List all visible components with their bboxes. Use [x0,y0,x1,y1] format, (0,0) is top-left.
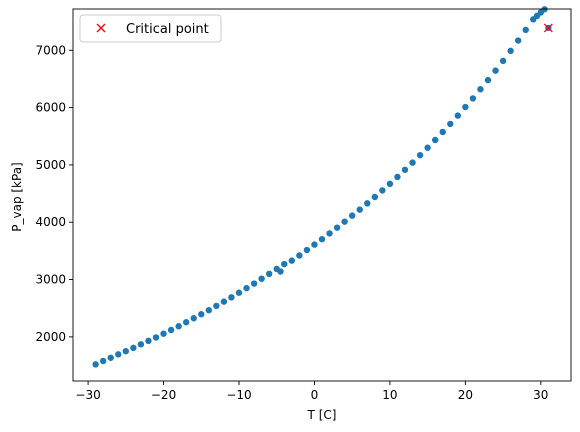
data-point [243,284,250,292]
data-point [514,37,522,44]
data-point [281,260,288,268]
data-point [311,241,318,248]
data-point [431,136,439,144]
data-point [107,354,114,361]
data-point [439,128,446,136]
data-point [469,95,477,102]
legend-box [79,14,222,43]
y-tick-label: 2000 [35,330,66,344]
data-point [492,67,499,74]
data-point [394,173,401,181]
data-point [122,347,130,355]
data-point [130,344,137,352]
data-point [454,112,462,119]
data-point [250,280,258,287]
data-point [303,246,311,254]
data-point [462,103,469,111]
data-point [484,76,492,84]
data-point [333,224,341,231]
data-point [277,268,284,275]
y-tick-label: 4000 [35,215,66,229]
data-point [235,289,243,296]
data-point [364,200,371,207]
x-tick-label: −20 [151,388,176,402]
y-tick-label: 7000 [35,43,66,57]
data-point [92,361,99,368]
data-point [416,151,424,159]
data-point [296,252,303,259]
plot-frame [72,8,572,382]
data-point [424,144,431,151]
data-point [371,193,379,201]
data-point [228,294,235,301]
x-tick-label: −30 [75,388,100,402]
critical-point-marker [543,23,553,33]
data-point [182,319,190,326]
scatter-points [92,6,553,368]
data-point [341,218,348,225]
data-point [348,212,356,219]
y-tick-label: 3000 [35,273,66,287]
data-point [137,341,145,348]
legend: Critical point [79,14,222,43]
data-point [145,337,152,345]
data-point [379,187,386,194]
data-point [160,330,167,337]
data-point [447,120,454,128]
data-point [175,323,182,330]
x-tick-label: 10 [382,388,397,402]
data-point [220,298,228,305]
data-point [326,230,333,237]
data-point [356,206,363,213]
x-tick-label: −10 [226,388,251,402]
data-point [213,302,220,310]
data-point [152,334,160,341]
x-axis-title: T [C] [307,408,337,422]
data-point [265,270,273,278]
x-tick-label: 20 [458,388,473,402]
data-point [507,47,514,55]
data-point [499,57,507,65]
y-tick-label: 6000 [35,101,66,115]
data-point [258,275,265,282]
data-point [477,86,484,93]
data-point [167,326,175,334]
data-point [99,357,107,365]
axes: −30 −20 −10 0 10 20 30 2000 3000 4000 5000 6000 7000 [35,8,572,402]
y-tick-label: 5000 [35,158,66,172]
data-point [288,257,296,264]
data-point [198,311,205,318]
data-point [522,26,529,34]
x-tick-label: 30 [533,388,548,402]
data-point [115,351,122,358]
data-point [205,307,213,314]
legend-marker-critical-point [96,23,106,33]
data-point [190,315,197,322]
y-axis-title: P_vap [kPa] [10,162,24,232]
x-tick-label: 0 [311,388,319,402]
data-point [318,235,326,243]
data-point [409,159,416,166]
legend-label-critical-point: Critical point [126,22,209,37]
data-point [401,166,409,173]
data-point [386,180,394,188]
